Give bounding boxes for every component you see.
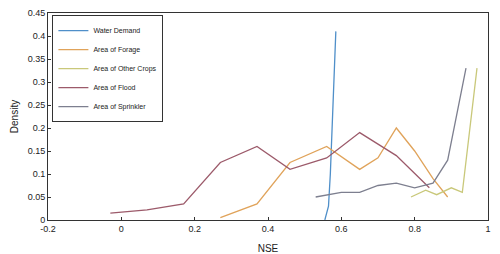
svg-text:0.2: 0.2 — [188, 224, 201, 234]
svg-text:0.45: 0.45 — [28, 8, 46, 18]
svg-text:0.2: 0.2 — [33, 123, 46, 133]
svg-text:0.05: 0.05 — [28, 192, 46, 202]
svg-text:0: 0 — [119, 224, 124, 234]
svg-text:0.25: 0.25 — [28, 100, 46, 110]
svg-text:0.4: 0.4 — [262, 224, 275, 234]
svg-text:0.8: 0.8 — [408, 224, 421, 234]
svg-text:Area of Sprinkler: Area of Sprinkler — [93, 103, 146, 111]
svg-text:-0.2: -0.2 — [40, 224, 56, 234]
svg-text:0.1: 0.1 — [33, 169, 46, 179]
svg-text:0.15: 0.15 — [28, 146, 46, 156]
svg-text:NSE: NSE — [258, 243, 279, 254]
svg-text:0.6: 0.6 — [335, 224, 348, 234]
svg-text:Area of Flood: Area of Flood — [93, 84, 135, 91]
svg-text:0.35: 0.35 — [28, 54, 46, 64]
svg-text:0: 0 — [40, 215, 45, 225]
svg-text:0.4: 0.4 — [33, 31, 46, 41]
svg-text:Area of Other Crops: Area of Other Crops — [93, 65, 156, 73]
svg-text:0.3: 0.3 — [33, 77, 46, 87]
svg-text:Density: Density — [9, 100, 20, 133]
svg-text:1: 1 — [485, 224, 490, 234]
svg-text:Area of Forage: Area of Forage — [93, 46, 140, 54]
svg-text:Water Demand: Water Demand — [93, 27, 140, 34]
